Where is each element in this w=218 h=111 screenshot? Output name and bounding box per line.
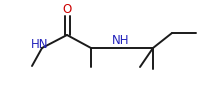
Text: NH: NH xyxy=(112,35,130,48)
Text: O: O xyxy=(62,4,72,17)
Text: HN: HN xyxy=(31,39,49,52)
